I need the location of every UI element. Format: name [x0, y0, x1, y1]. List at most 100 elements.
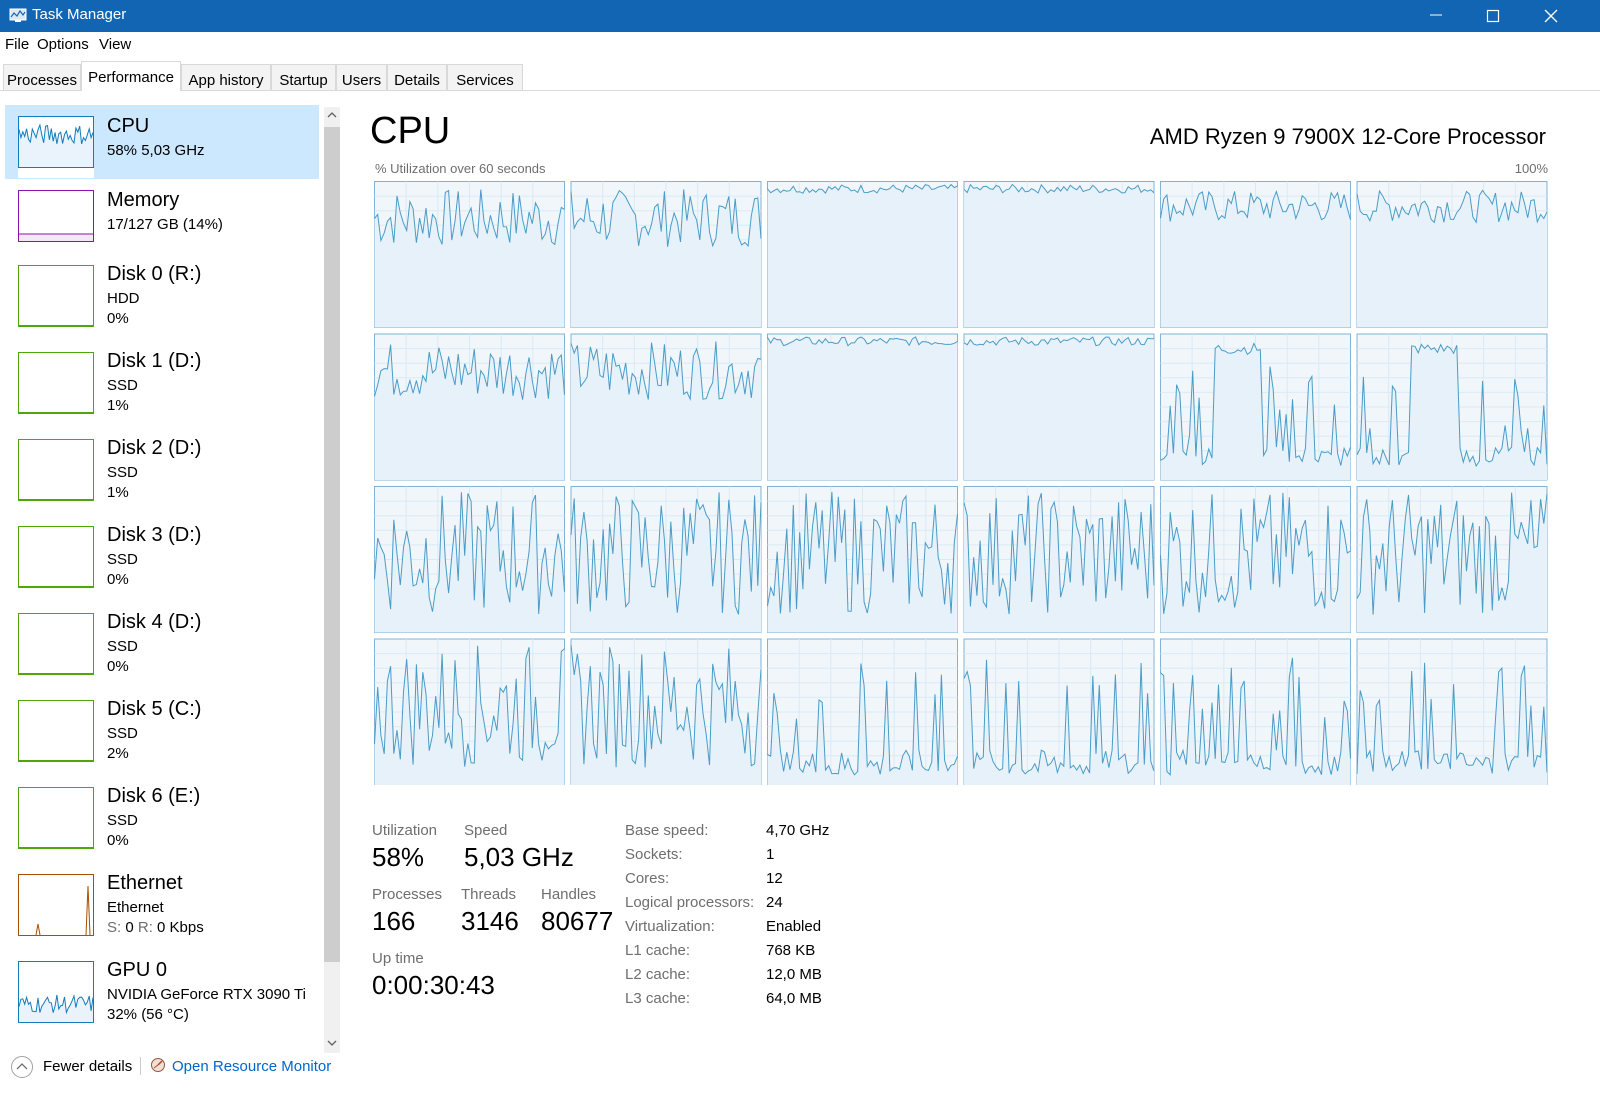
- thumb-line: [85, 885, 91, 936]
- scrollbar-thumb[interactable]: [324, 127, 340, 962]
- open-resource-monitor-link[interactable]: Open Resource Monitor: [172, 1058, 332, 1075]
- thumb-line: [18, 123, 94, 145]
- spec-label: L1 cache:: [625, 942, 691, 959]
- sidebar-item-disk-1[interactable]: Disk 1 (D:) SSD 1%: [5, 350, 319, 439]
- core-usage-line: [1356, 662, 1548, 774]
- core-graph: [570, 333, 762, 481]
- core-usage-line: [767, 491, 958, 614]
- sidebar-item-model: NVIDIA GeForce RTX 3090 Ti: [107, 986, 306, 1003]
- core-usage-line: [570, 644, 762, 768]
- spec-value: 768 KB: [766, 942, 816, 959]
- sidebar-item-disk-4[interactable]: Disk 4 (D:) SSD 0%: [5, 611, 319, 700]
- sidebar-item-name: Disk 6 (E:): [107, 785, 201, 807]
- sidebar-item-usage: 0%: [107, 832, 129, 849]
- handles-label: Handles: [541, 886, 597, 903]
- core-usage-line: [767, 336, 958, 347]
- core-usage-line: [570, 189, 762, 248]
- sidebar-item-name: Disk 2 (D:): [107, 437, 202, 459]
- menu-options[interactable]: Options: [37, 36, 89, 53]
- core-graph: [1356, 333, 1548, 481]
- tab-app-history[interactable]: App history: [181, 64, 271, 90]
- tab-startup[interactable]: Startup: [271, 64, 336, 90]
- core-usage-line: [767, 183, 958, 194]
- core-graph: [1160, 181, 1351, 328]
- core-graph: [570, 486, 762, 633]
- processor-name: AMD Ryzen 9 7900X 12-Core Processor: [1149, 124, 1546, 149]
- core-usage-line: [374, 645, 565, 767]
- tab-performance[interactable]: Performance: [81, 61, 181, 91]
- core-usage-area: [964, 337, 1154, 480]
- processes-label: Processes: [372, 886, 443, 903]
- sidebar-item-gpu-0[interactable]: GPU 0 NVIDIA GeForce RTX 3090 Ti 32% (56…: [5, 959, 319, 1048]
- uptime-value: 0:00:30:43: [372, 970, 495, 1000]
- window-title: Task Manager: [32, 6, 127, 23]
- core-usage-line: [374, 189, 565, 246]
- threads-value: 3146: [461, 906, 519, 936]
- tab-users[interactable]: Users: [336, 64, 387, 90]
- sidebar-item-ethernet[interactable]: Ethernet Ethernet S: 0 R: 0 Kbps: [5, 872, 319, 961]
- tab-details[interactable]: Details: [387, 64, 447, 90]
- sidebar-item-usage: 1%: [107, 397, 129, 414]
- close-button[interactable]: [1528, 0, 1574, 32]
- core-usage-line: [374, 344, 565, 400]
- thumb-area: [19, 234, 93, 241]
- uptime-label: Up time: [372, 950, 424, 967]
- sidebar-item-disk-6[interactable]: Disk 6 (E:) SSD 0%: [5, 785, 319, 874]
- spec-value: 64,0 MB: [766, 990, 822, 1007]
- thumb-frame: [18, 787, 94, 849]
- sidebar-item-disk-5[interactable]: Disk 5 (C:) SSD 2%: [5, 698, 319, 787]
- sidebar-item-usage: 0%: [107, 658, 129, 675]
- sidebar-scrollbar[interactable]: [324, 107, 340, 1053]
- core-graph: [570, 181, 762, 328]
- sidebar-item-disk-0[interactable]: Disk 0 (R:) HDD 0%: [5, 263, 319, 352]
- utilization-label: Utilization: [372, 822, 438, 839]
- scroll-down-icon[interactable]: [327, 1039, 337, 1047]
- menu-view[interactable]: View: [99, 36, 132, 53]
- sidebar-item-cpu[interactable]: CPU 58% 5,03 GHz: [5, 105, 319, 179]
- menu-bar: File Options View: [0, 32, 1600, 56]
- page-title: CPU: [370, 110, 451, 152]
- maximize-button[interactable]: [1470, 0, 1516, 32]
- scroll-up-icon[interactable]: [327, 111, 337, 119]
- tab-services[interactable]: Services: [447, 64, 523, 90]
- core-graph: [1160, 486, 1351, 633]
- sidebar-item-usage: 0%: [107, 310, 129, 327]
- core-usage-line: [1160, 189, 1351, 222]
- core-usage-area: [1160, 657, 1351, 785]
- thumb-area: [19, 125, 93, 167]
- core-usage-area: [1357, 662, 1547, 785]
- sidebar-item-memory[interactable]: Memory 17/127 GB (14%): [5, 181, 319, 265]
- menu-file[interactable]: File: [5, 36, 30, 53]
- sidebar-item-type: SSD: [107, 725, 138, 742]
- minimize-button[interactable]: [1413, 0, 1459, 32]
- graph-max-label: 100%: [1514, 161, 1548, 176]
- core-usage-line: [1160, 342, 1351, 466]
- resource-sidebar: CPU 58% 5,03 GHz Memory 17/127 GB (14%) …: [0, 103, 340, 1056]
- disk-3-thumbnail: [18, 526, 94, 588]
- thumb-frame: [18, 352, 94, 414]
- spec-label: L2 cache:: [625, 966, 691, 983]
- spec-value: 24: [766, 894, 783, 911]
- sidebar-item-disk-3[interactable]: Disk 3 (D:) SSD 0%: [5, 524, 319, 613]
- speed-label: Speed: [464, 822, 508, 839]
- sidebar-item-name: Disk 5 (C:): [107, 698, 202, 720]
- disk-0-thumbnail: [18, 265, 94, 327]
- collapse-icon[interactable]: [10, 1055, 34, 1079]
- core-graph: [963, 333, 1155, 481]
- core-usage-line: [963, 183, 1155, 194]
- core-usage-line: [570, 341, 762, 401]
- tab-processes[interactable]: Processes: [3, 64, 81, 90]
- thumb-frame: [18, 439, 94, 501]
- core-usage-area: [1357, 344, 1547, 480]
- core-graph: [963, 181, 1155, 328]
- core-usage-line: [963, 493, 1155, 615]
- thumb-line: [35, 923, 41, 936]
- speed-value: 5,03 GHz: [464, 842, 574, 872]
- sidebar-item-disk-2[interactable]: Disk 2 (D:) SSD 1%: [5, 437, 319, 526]
- core-graph: [1160, 638, 1351, 785]
- core-usage-line: [1356, 343, 1548, 468]
- sidebar-item-name: Disk 4 (D:): [107, 611, 202, 633]
- sidebar-item-name: Disk 1 (D:): [107, 350, 202, 372]
- fewer-details-link[interactable]: Fewer details: [43, 1058, 133, 1075]
- task-manager-icon: [9, 8, 27, 22]
